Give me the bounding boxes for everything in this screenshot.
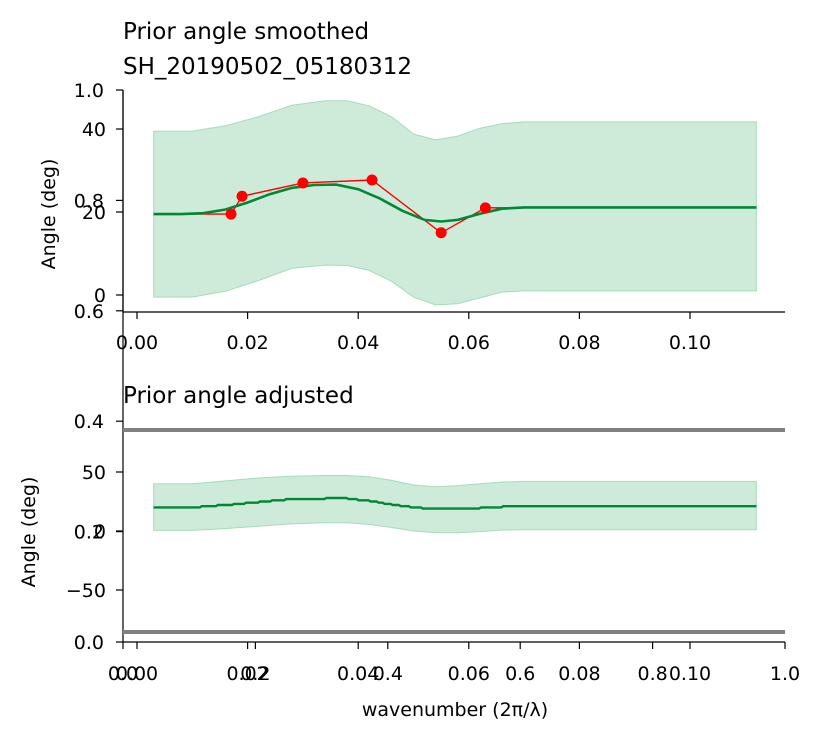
top-x-tick-label: 0.02 bbox=[226, 332, 268, 354]
bg-x-tick-label: 1.0 bbox=[770, 663, 800, 685]
bottom-x-tick-label: 0.06 bbox=[448, 663, 490, 685]
top-smoothed-angle-line bbox=[153, 183, 757, 223]
top-x-tick-label: 0.06 bbox=[448, 332, 490, 354]
bottom-x-tick-label: 0.08 bbox=[558, 663, 600, 685]
bottom-x-tick-label: 0.00 bbox=[116, 663, 158, 685]
background-axes: 0.0 0.2 0.4 0.6 0.8 1.0 0.0 0.2 0.4 0.6 0.8 1.0 bbox=[74, 80, 800, 685]
x-axis-label: wavenumber (2π/λ) bbox=[362, 699, 548, 721]
top-y-tick-label: 0 bbox=[94, 285, 106, 307]
bg-y-tick-label: 0.6 bbox=[74, 301, 104, 323]
top-x-tick-label: 0.10 bbox=[669, 332, 711, 354]
bg-x-tick-label: 0.4 bbox=[373, 663, 403, 685]
raw-angle-point bbox=[225, 208, 237, 220]
raw-angle-point bbox=[435, 227, 447, 239]
bg-x-tick-label: 0.8 bbox=[637, 663, 667, 685]
raw-angle-point bbox=[366, 174, 378, 186]
top-x-tick-label: 0.04 bbox=[337, 332, 379, 354]
top-x-tick-label: 0.08 bbox=[558, 332, 600, 354]
raw-angle-point bbox=[479, 202, 491, 214]
top-x-tick-label: 0.00 bbox=[116, 332, 158, 354]
bottom-y-axis-label: Angle (deg) bbox=[18, 477, 40, 588]
bottom-y-tick-label: 50 bbox=[82, 462, 106, 484]
top-title: Prior angle smoothed bbox=[123, 19, 369, 45]
bg-x-tick-label: 0.0 bbox=[108, 663, 138, 685]
bottom-x-tick-label: 0.10 bbox=[669, 663, 711, 685]
bg-y-tick-label: 0.0 bbox=[74, 632, 104, 654]
bottom-uncertainty-band bbox=[153, 475, 757, 534]
bottom-title: Prior angle adjusted bbox=[123, 383, 354, 409]
bottom-x-tick-label: 0.02 bbox=[226, 663, 268, 685]
top-subplot: Prior angle smoothed SH_20190502_0518031… bbox=[38, 19, 785, 354]
top-y-tick-label: 20 bbox=[82, 202, 106, 224]
bottom-x-tick-label: 0.04 bbox=[337, 663, 379, 685]
bg-x-tick-label: 0.6 bbox=[505, 663, 535, 685]
top-y-axis-label: Angle (deg) bbox=[38, 159, 60, 270]
raw-angle-point bbox=[297, 177, 309, 189]
top-y-tick-label: 40 bbox=[82, 119, 106, 141]
raw-angle-point bbox=[236, 190, 248, 202]
bottom-y-tick-label: −50 bbox=[66, 580, 106, 602]
bottom-subplot: Prior angle adjusted −50 0 50 0.00 0.02 0.04… bbox=[18, 383, 785, 721]
top-uncertainty-band bbox=[153, 100, 757, 306]
bg-y-tick-label: 0.8 bbox=[74, 190, 104, 212]
top-subtitle: SH_20190502_05180312 bbox=[123, 54, 412, 80]
bg-x-tick-label: 0.2 bbox=[240, 663, 270, 685]
adjusted-angle-line bbox=[153, 496, 757, 510]
bg-y-tick-label: 0.4 bbox=[74, 411, 104, 433]
bg-y-tick-label: 1.0 bbox=[74, 80, 104, 102]
bg-y-tick-label: 0.2 bbox=[74, 522, 104, 544]
bottom-y-tick-label: 0 bbox=[94, 521, 106, 543]
